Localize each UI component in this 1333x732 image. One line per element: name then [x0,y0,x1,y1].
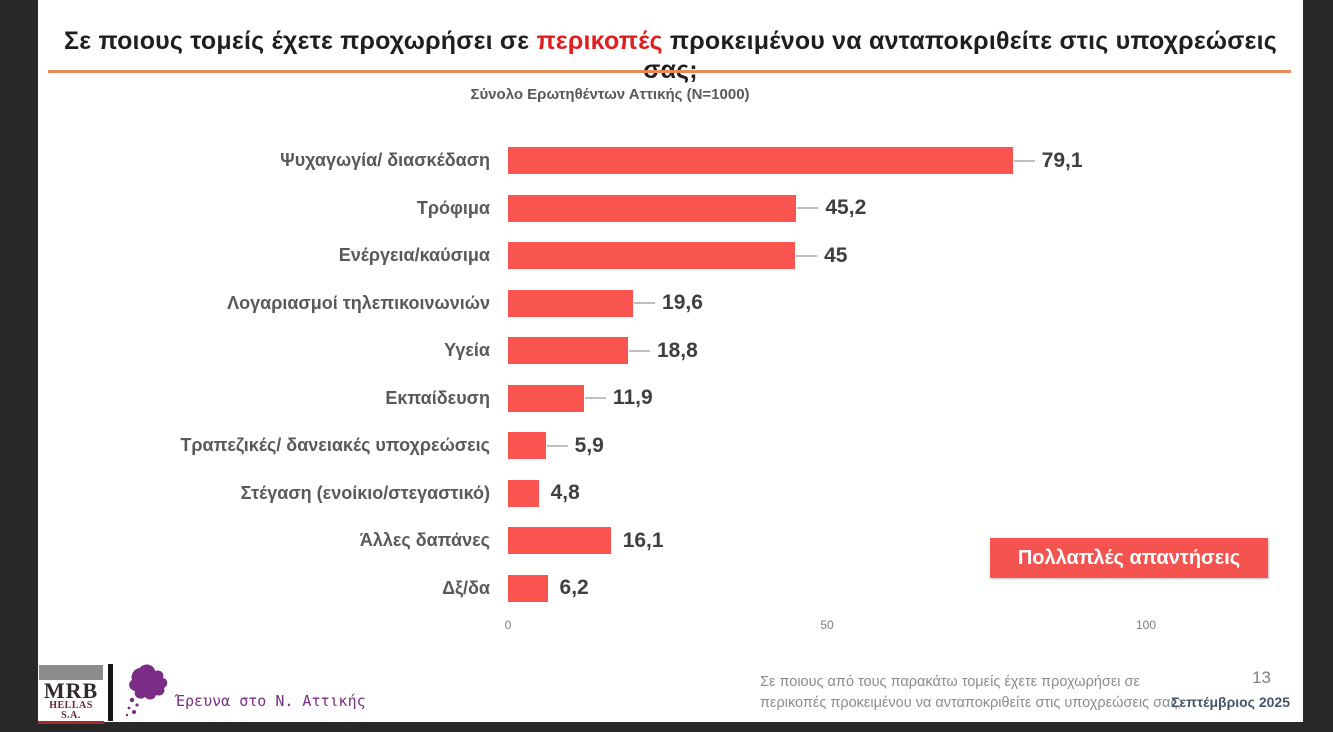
leader-line [796,254,818,257]
footer-question-line1: Σε ποιους από τους παρακάτω τομείς έχετε… [760,674,1140,690]
chart-row: Στέγαση (ενοίκιο/στεγαστικό) 4,8 [38,470,1303,518]
leader-line [634,302,656,305]
page-number: 13 [1252,668,1271,687]
brand-text: Έρευνα στο Ν. Αττικής [176,692,366,710]
bar-area: 16,1 [508,527,1303,555]
bar [508,384,584,412]
category-label: Ψυχαγωγία/ διασκέδαση [280,150,490,171]
bar [508,527,611,555]
category-label: Τραπεζικές/ δανειακές υποχρεώσεις [180,435,490,456]
chart-row: Υγεία 18,8 [38,327,1303,375]
bar-area: 79,1 [508,147,1303,175]
bar [508,574,548,602]
x-axis-tick: 50 [820,618,834,632]
category-label: Άλλες δαπάνες [359,530,490,551]
chart-subtitle: Σύνολο Ερωτηθέντων Αττικής (N=1000) [470,86,750,103]
title-text-pre: Σε ποιους τομείς έχετε προχωρήσει σε [64,27,537,55]
bar [508,194,797,222]
bar-chart: Ψυχαγωγία/ διασκέδαση 79,1 Τρόφιμα 45,2 Ενέρ… [38,137,1303,612]
chart-row: Δξ/δα 6,2 [38,565,1303,613]
chart-row: Τραπεζικές/ δανειακές υποχρεώσεις 5,9 [38,422,1303,470]
leader-line [797,207,819,210]
chart-row: Ενέργεια/καύσιμα 45 [38,232,1303,280]
category-label: Τρόφιμα [416,197,490,218]
logo-grey-block [39,665,103,680]
value-label: 4,8 [550,481,580,505]
bar [508,289,634,317]
bar [508,147,1013,175]
bar-area: 45,2 [508,194,1303,222]
logo-mrb-text: MRB [43,678,99,703]
mrb-hellas-logo: MRB HELLAS S.A. [38,664,104,724]
bar-area: 19,6 [508,289,1303,317]
slide-date: Σεπτέμβριος 2025 [1171,694,1290,710]
x-axis-tick: 0 [504,618,512,632]
chart-row: Άλλες δαπάνες 16,1 [38,517,1303,565]
chart-row: Εκπαίδευση 11,9 [38,375,1303,423]
bar-area: 5,9 [508,432,1303,460]
chart-row: Τρόφιμα 45,2 [38,185,1303,233]
value-label: 79,1 [1041,148,1083,172]
value-label: 5,9 [574,433,604,457]
bar-area: 11,9 [508,384,1303,412]
footer-question-line2: περικοπές προκειμένου να ανταποκριθείτε … [760,695,1182,711]
bar-area: 18,8 [508,337,1303,365]
attica-map-icon [125,664,168,717]
category-label: Λογαριασμοί τηλεπικοινωνιών [227,292,490,313]
logo-divider-bar [108,664,113,721]
multiple-answers-badge: Πολλαπλές απαντήσεις [990,538,1268,578]
bar [508,479,539,507]
footer-question-text: Σε ποιους από τους παρακάτω τομείς έχετε… [760,672,1190,714]
bar [508,242,796,270]
category-label: Ενέργεια/καύσιμα [338,245,490,266]
x-axis-tick: 100 [1135,618,1157,632]
bar-area: 6,2 [508,574,1303,602]
leader-line [628,349,650,352]
leader-line [1013,159,1035,162]
bar [508,337,628,365]
title-underline-rule [48,70,1291,73]
value-label: 45 [824,243,848,267]
value-label: 45,2 [825,196,867,220]
chart-row: Λογαριασμοί τηλεπικοινωνιών 19,6 [38,280,1303,328]
value-label: 16,1 [622,528,664,552]
value-label: 11,9 [612,386,653,410]
logo-hellas-text: HELLAS S.A. [49,700,93,721]
slide-footer: MRB HELLAS S.A. Έρευνα στο Ν. Αττικής Σε… [38,660,1303,724]
title-text-post: προκειμένου να ανταποκριθείτε στις υποχρ… [643,27,1277,84]
leader-line [584,397,606,400]
category-label: Δξ/δα [442,577,490,598]
presentation-slide: Σε ποιους τομείς έχετε προχωρήσει σε περ… [38,0,1303,724]
value-label: 6,2 [559,576,589,600]
value-label: 18,8 [656,338,698,362]
leader-line [546,444,568,447]
category-label: Στέγαση (ενοίκιο/στεγαστικό) [240,482,490,503]
category-label: Υγεία [444,340,490,361]
bar [508,432,546,460]
bar-area: 45 [508,242,1303,270]
slide-title: Σε ποιους τομείς έχετε προχωρήσει σε περ… [38,27,1303,85]
bar-area: 4,8 [508,479,1303,507]
x-axis: 0 50 100 [38,618,1303,636]
chart-row: Ψυχαγωγία/ διασκέδαση 79,1 [38,137,1303,185]
category-label: Εκπαίδευση [385,387,490,408]
value-label: 19,6 [662,291,703,315]
title-highlight: περικοπές [536,27,663,55]
